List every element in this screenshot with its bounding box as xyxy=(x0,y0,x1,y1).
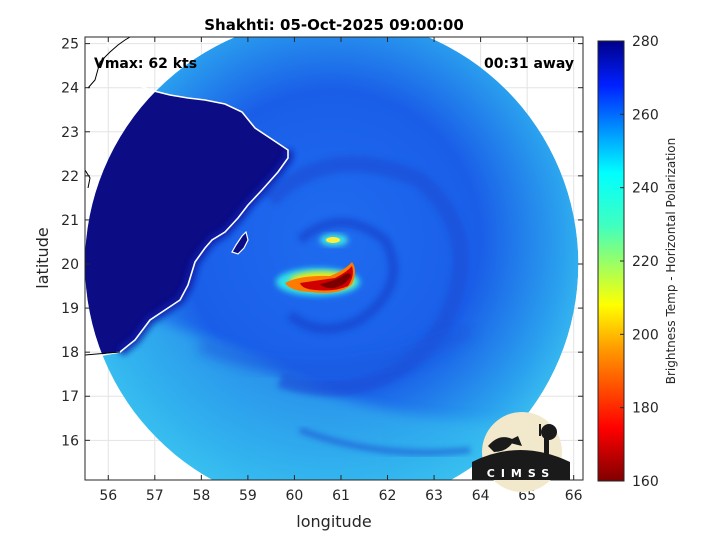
y-tick-label-2: 18 xyxy=(61,345,79,361)
y-tick-label-8: 24 xyxy=(61,81,79,97)
x-tick-label-3: 59 xyxy=(239,488,257,504)
colorbar-tick-label-5: 260 xyxy=(632,107,659,123)
y-tick-label-7: 23 xyxy=(61,125,79,141)
rain-band-inner xyxy=(286,217,399,334)
cloud-streak-south xyxy=(298,427,471,456)
x-tick-label-7: 63 xyxy=(425,488,443,504)
cimss-logo: CIMSS xyxy=(472,412,570,492)
eyewall-north-core xyxy=(326,237,340,243)
time-away-annotation: 00:31 away xyxy=(484,56,574,72)
coastline xyxy=(85,37,289,359)
vmax-annotation: Vmax: 62 kts xyxy=(94,56,197,72)
x-tick-label-9: 65 xyxy=(518,488,536,504)
y-tick-label-6: 22 xyxy=(61,169,79,185)
colorbar-ticks: 160 180 200 220 240 260 280 xyxy=(620,34,659,490)
y-tick-label-1: 17 xyxy=(61,389,79,405)
island-coastline xyxy=(231,230,249,255)
x-axis-ticks: 56 57 58 59 60 61 62 63 64 65 66 xyxy=(99,37,583,504)
convection-core xyxy=(320,273,351,289)
y-tick-label-3: 19 xyxy=(61,301,79,317)
colorbar-tick-label-6: 280 xyxy=(632,34,659,50)
colorbar-tick-label-1: 180 xyxy=(632,401,659,417)
x-tick-label-4: 60 xyxy=(286,488,304,504)
x-tick-label-10: 66 xyxy=(565,488,583,504)
y-tick-label-9: 25 xyxy=(61,37,79,53)
colorbar-tick-label-2: 200 xyxy=(632,327,659,343)
coastline-outside xyxy=(85,351,121,356)
axes-frame xyxy=(84,36,584,481)
y-tick-label-0: 16 xyxy=(61,433,79,449)
y-tick-label-5: 21 xyxy=(61,213,79,229)
chart-title: Shakhti: 05-Oct-2025 09:00:00 xyxy=(204,16,464,34)
land-warm xyxy=(85,37,288,358)
x-tick-label-5: 61 xyxy=(332,488,350,504)
colorbar: 160 180 200 220 240 260 280 Brightness Temp - … xyxy=(597,34,678,490)
rain-band-outer xyxy=(264,156,469,397)
colorbar-tick-label-4: 240 xyxy=(632,181,659,197)
x-axis-label: longitude xyxy=(296,512,371,531)
coastline-west xyxy=(85,169,91,189)
y-tick-label-4: 20 xyxy=(61,257,79,273)
colorbar-tick-label-0: 160 xyxy=(632,474,659,490)
rain-band-south xyxy=(197,323,474,377)
logo-text: CIMSS xyxy=(487,467,555,480)
brightness-temperature-swath xyxy=(85,37,579,480)
x-tick-label-1: 57 xyxy=(146,488,164,504)
colorbar-tick-label-3: 220 xyxy=(632,254,659,270)
x-tick-label-2: 58 xyxy=(192,488,210,504)
coastline-north xyxy=(87,37,131,89)
colorbar-gradient xyxy=(597,40,625,482)
x-tick-label-8: 64 xyxy=(472,488,490,504)
x-tick-label-0: 56 xyxy=(99,488,117,504)
colorbar-label: Brightness Temp - Horizontal Polarizatio… xyxy=(664,138,678,385)
x-tick-label-6: 62 xyxy=(379,488,397,504)
y-axis-label: latitude xyxy=(33,227,52,288)
y-axis-ticks: 16 17 18 19 20 21 22 23 24 25 xyxy=(61,37,583,449)
